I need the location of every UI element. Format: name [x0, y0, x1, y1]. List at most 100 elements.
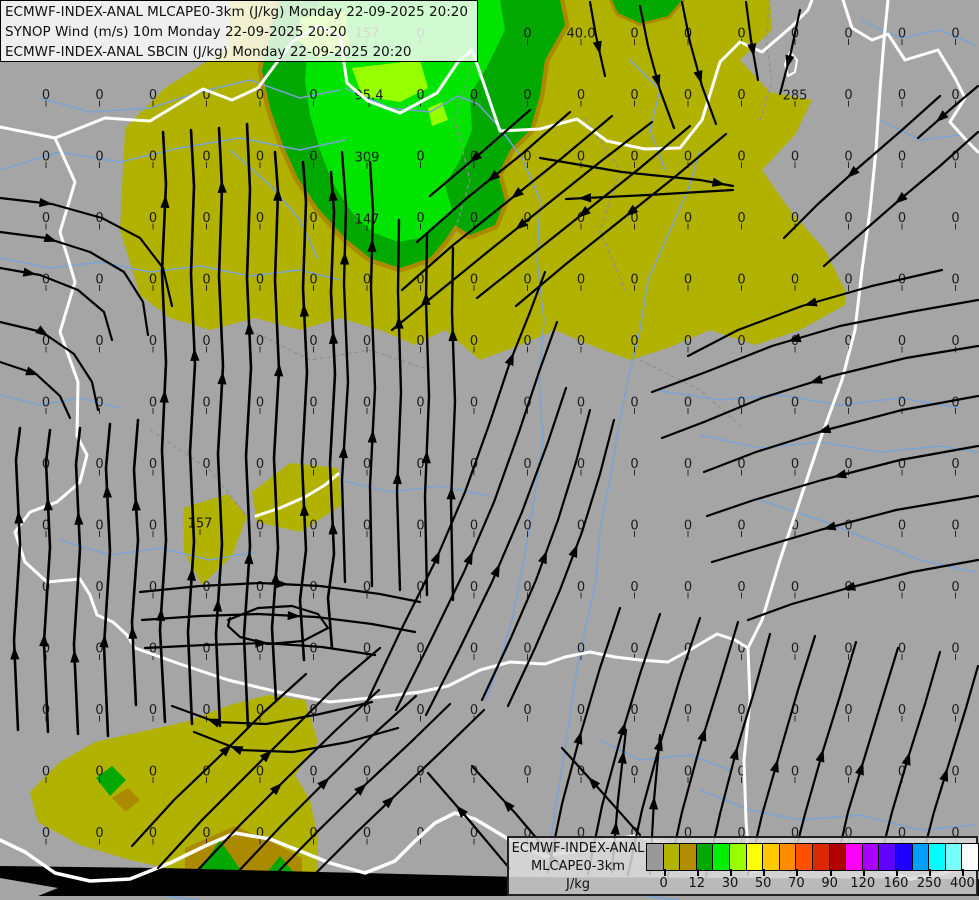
station-value: 0: [42, 826, 50, 841]
legend-swatch-4: [712, 843, 730, 871]
legend-swatch-8: [778, 843, 797, 871]
station-value: 0: [95, 396, 103, 411]
station-value: 0: [42, 334, 50, 349]
wind-streamline: [428, 108, 532, 198]
legend-unit-label: J/kg: [566, 877, 590, 892]
wind-arrowhead: [610, 821, 620, 835]
cape-region-chartreuse: [352, 60, 428, 102]
station-value: 0: [149, 457, 157, 472]
wind-streamline: [192, 726, 400, 754]
station-value: 0: [844, 27, 852, 42]
wind-streamline: [242, 122, 253, 730]
station-value: 0: [737, 273, 745, 288]
admin-boundary: [149, 429, 251, 521]
station-value: 0: [470, 826, 478, 841]
station-value: 0: [523, 765, 531, 780]
wind-arrowhead: [160, 194, 170, 208]
wind-arrowhead: [367, 429, 377, 443]
wind-arrowhead: [274, 363, 284, 377]
legend-tick: [663, 869, 666, 876]
station-value: 0: [256, 457, 264, 472]
wind-streamline: [449, 246, 457, 602]
station-value: 0: [149, 765, 157, 780]
wind-arrowhead: [514, 218, 528, 231]
station-value: 0: [844, 703, 852, 718]
station-value: 0: [470, 519, 478, 534]
wind-streamline: [424, 386, 568, 717]
station-value: 0: [737, 457, 745, 472]
station-value: 0: [844, 642, 852, 657]
station-value: 0: [470, 703, 478, 718]
wind-arrowhead: [747, 43, 757, 57]
station-value: 0: [898, 457, 906, 472]
wind-arrowhead: [287, 610, 301, 621]
wind-streamline: [778, 8, 802, 96]
station-value: 0: [523, 642, 531, 657]
wind-arrowhead: [25, 366, 40, 376]
station-value: 0: [898, 211, 906, 226]
station-value: 0: [95, 826, 103, 841]
wind-streamline: [395, 218, 403, 592]
station-value: 0: [309, 580, 317, 595]
station-value: 0: [951, 457, 959, 472]
station-value: 0: [363, 396, 371, 411]
wind-arrowhead: [229, 745, 244, 755]
station-value: 0: [898, 334, 906, 349]
station-value: 0: [630, 211, 638, 226]
wind-arrowhead: [448, 328, 458, 342]
legend-tick: [862, 869, 865, 876]
station-value: 0: [256, 642, 264, 657]
legend-swatch-1: [662, 843, 681, 871]
wind-streamline: [170, 700, 374, 726]
station-value: 0: [844, 150, 852, 165]
station-value: 0: [684, 273, 692, 288]
station-value: 0: [95, 211, 103, 226]
wind-arrowhead: [339, 251, 350, 265]
legend-swatch-19: [961, 843, 979, 871]
river: [344, 87, 545, 701]
station-value: 0: [416, 519, 424, 534]
station-value: 0: [149, 211, 157, 226]
station-value: 0: [684, 703, 692, 718]
station-value: 0: [309, 211, 317, 226]
river: [759, 499, 976, 573]
station-value: 0: [630, 765, 638, 780]
river: [0, 257, 341, 281]
legend-tick-label: 12: [688, 876, 706, 891]
station-value: 0: [416, 150, 424, 165]
station-value: 0: [951, 826, 959, 841]
station-value: 0: [577, 703, 585, 718]
wind-arrowhead: [846, 165, 860, 178]
wind-arrowhead: [510, 187, 524, 199]
river: [699, 434, 979, 453]
station-value: 0: [95, 703, 103, 718]
station-value: 0: [256, 580, 264, 595]
wind-streamline: [564, 188, 735, 201]
wind-arrowhead: [577, 206, 591, 218]
legend-tick-label: 250: [916, 876, 942, 891]
station-value: 0: [791, 519, 799, 534]
wind-streamline: [12, 426, 22, 732]
river: [859, 19, 976, 46]
wind-streamline: [782, 94, 942, 240]
station-value: 0: [202, 580, 210, 595]
legend-tick-label: 30: [721, 876, 739, 891]
cape-region-green-diamond: [493, 128, 515, 150]
station-value: 0: [202, 88, 210, 103]
legend-swatch-14: [878, 843, 896, 871]
station-value: 0: [523, 150, 531, 165]
legend-swatch-5: [728, 843, 747, 871]
wind-streamline: [680, 0, 718, 126]
cape-region-olive: [30, 695, 318, 874]
wind-streamline: [746, 634, 817, 877]
station-value: 0: [309, 88, 317, 103]
cape-region-green: [198, 840, 242, 872]
station-value: 0: [630, 27, 638, 42]
legend-tick: [730, 869, 732, 876]
station-value: 0: [95, 334, 103, 349]
wind-arrowhead: [338, 444, 348, 459]
station-value: 0: [363, 457, 371, 472]
wind-arrowhead: [190, 347, 200, 361]
map-title-box: ECMWF-INDEX-ANAL MLCAPE0-3km (J/kg) Mond…: [0, 0, 478, 62]
